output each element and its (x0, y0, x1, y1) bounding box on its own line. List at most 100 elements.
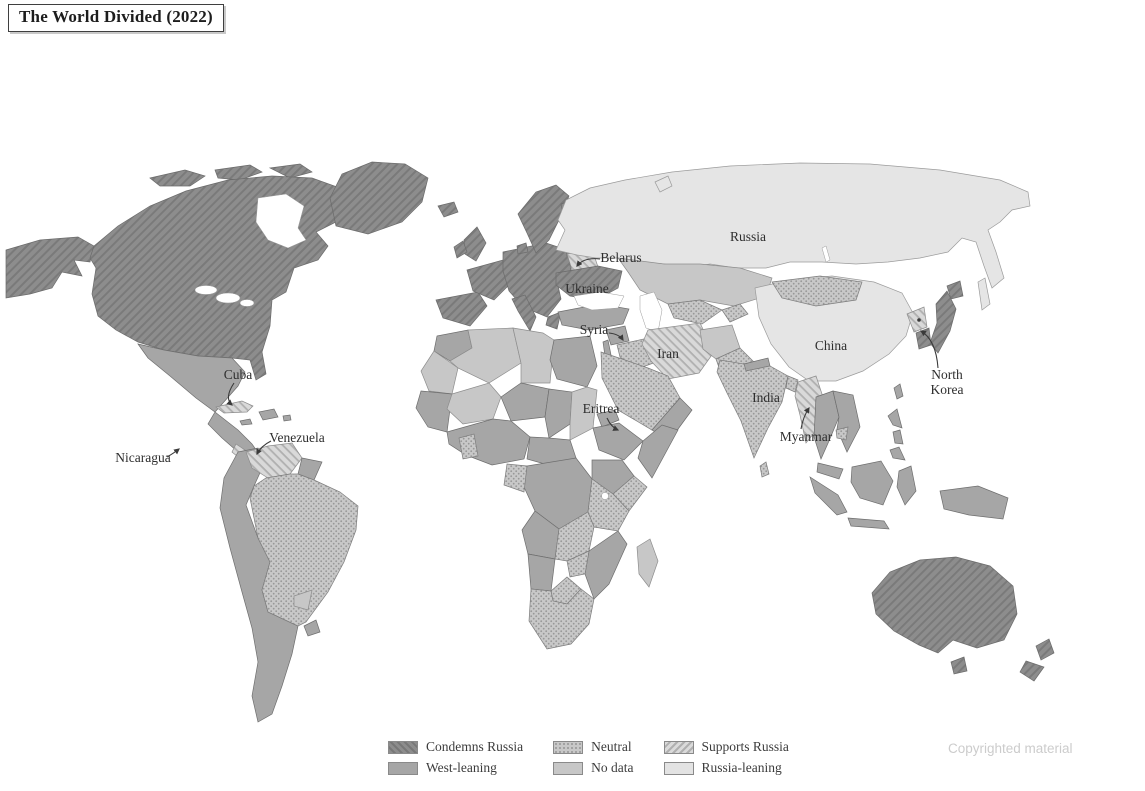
region-asia (716, 275, 1009, 530)
legend-item-no-data: No data (553, 760, 634, 776)
country-south-korea (915, 327, 932, 350)
country-iran (641, 322, 715, 380)
country-mauritania (420, 350, 459, 395)
great-lake-3 (239, 299, 255, 307)
country-mexico (137, 343, 246, 413)
label-russia: Russia (730, 229, 766, 244)
great-lake-2 (215, 292, 241, 304)
legend-label-no-data: No data (591, 760, 634, 775)
country-france (466, 259, 515, 301)
country-tasmania (950, 656, 968, 675)
country-chad (544, 388, 573, 439)
country-cambodia (835, 426, 849, 441)
region-oceania (871, 556, 1055, 682)
region-south-america (219, 442, 359, 723)
country-italy (511, 294, 537, 332)
lake-baikal (821, 245, 831, 263)
country-mongolia (771, 275, 863, 307)
country-brazil-bolivia (249, 473, 359, 627)
legend-swatch-west-leaning (388, 761, 418, 775)
country-andes-argentina (219, 447, 299, 723)
leader-nicaragua (166, 448, 180, 458)
legend-item-supports-russia: Supports Russia (663, 739, 789, 755)
country-taiwan (893, 383, 904, 400)
country-hokkaido (946, 280, 964, 300)
leader-dot-north-korea (917, 318, 921, 322)
label-nicaragua: Nicaragua (115, 450, 170, 465)
legend-swatch-supports-russia (663, 740, 694, 754)
leader-syria (608, 332, 624, 342)
label-syria: Syria (580, 322, 609, 337)
leader-myanmar (800, 406, 810, 430)
country-namibia (527, 553, 556, 592)
country-senegal-guinea (415, 390, 453, 433)
country-india (716, 359, 789, 459)
country-jamaica (239, 418, 253, 426)
region-russia-central-asia (555, 162, 1031, 333)
label-venezuela: Venezuela (269, 430, 324, 445)
country-japan (929, 290, 957, 354)
country-niger (500, 382, 550, 422)
country-australia (871, 556, 1018, 654)
country-ireland (453, 240, 468, 259)
map-title: The World Divided (2022) (19, 7, 213, 26)
legend-label-russia-leaning: Russia-leaning (701, 760, 782, 775)
region-europe (435, 184, 630, 340)
country-java (847, 517, 890, 530)
country-uruguay (303, 619, 321, 637)
country-puerto-rico (282, 414, 292, 422)
map-legend: Condemns Russia West-leaning Neutral No … (388, 739, 789, 776)
country-cuba (215, 400, 254, 414)
label-myanmar: Myanmar (780, 429, 833, 444)
country-borneo (850, 460, 894, 506)
country-ethiopia (592, 422, 644, 461)
country-malaysia (816, 462, 844, 480)
great-lake-1 (194, 285, 218, 295)
label-china: China (815, 338, 847, 353)
country-madagascar (636, 538, 659, 588)
country-hispaniola (258, 408, 279, 421)
country-uzbekistan-turkmenistan (667, 299, 723, 325)
country-canada-usa (89, 175, 349, 381)
country-philippines-3 (889, 446, 906, 461)
country-arctic-island-2 (214, 164, 263, 181)
country-greece (545, 311, 562, 330)
legend-item-condemns-russia: Condemns Russia (388, 739, 523, 755)
country-egypt (549, 335, 598, 388)
country-new-zealand-south (1019, 660, 1045, 682)
country-iceland (437, 201, 459, 218)
leader-north-korea (919, 330, 939, 369)
label-cuba: Cuba (224, 367, 253, 382)
country-philippines-1 (887, 408, 903, 429)
label-north-korea-line2: Korea (931, 382, 964, 397)
country-kyrgyzstan-tajikistan (721, 303, 749, 323)
country-somalia (637, 424, 679, 479)
country-north-korea (906, 306, 928, 333)
legend-column-1: Condemns Russia West-leaning (388, 739, 523, 776)
legend-swatch-condemns-russia (388, 740, 418, 754)
label-eritrea: Eritrea (583, 401, 620, 416)
legend-swatch-no-data (553, 761, 584, 775)
country-philippines-2 (892, 429, 904, 445)
legend-label-condemns-russia: Condemns Russia (426, 739, 524, 754)
country-sri-lanka (759, 461, 770, 478)
label-india: India (752, 390, 780, 405)
hudson-bay (255, 193, 307, 249)
label-belarus: Belarus (600, 250, 641, 265)
legend-label-west-leaning: West-leaning (426, 760, 497, 775)
label-ukraine: Ukraine (565, 281, 608, 296)
leader-eritrea (606, 417, 620, 431)
legend-item-russia-leaning: Russia-leaning (663, 760, 789, 776)
leader-venezuela (256, 440, 272, 456)
label-north-korea-line1: North (931, 367, 963, 382)
country-alaska (5, 236, 95, 299)
country-sumatra (809, 476, 848, 516)
leader-belarus (576, 258, 601, 267)
country-arctic-island-1 (149, 169, 206, 187)
country-congo-gabon (503, 463, 528, 493)
country-ivory-coast (458, 433, 479, 460)
country-uk (463, 226, 487, 262)
country-libya (512, 327, 555, 384)
legend-label-supports-russia: Supports Russia (701, 739, 789, 754)
